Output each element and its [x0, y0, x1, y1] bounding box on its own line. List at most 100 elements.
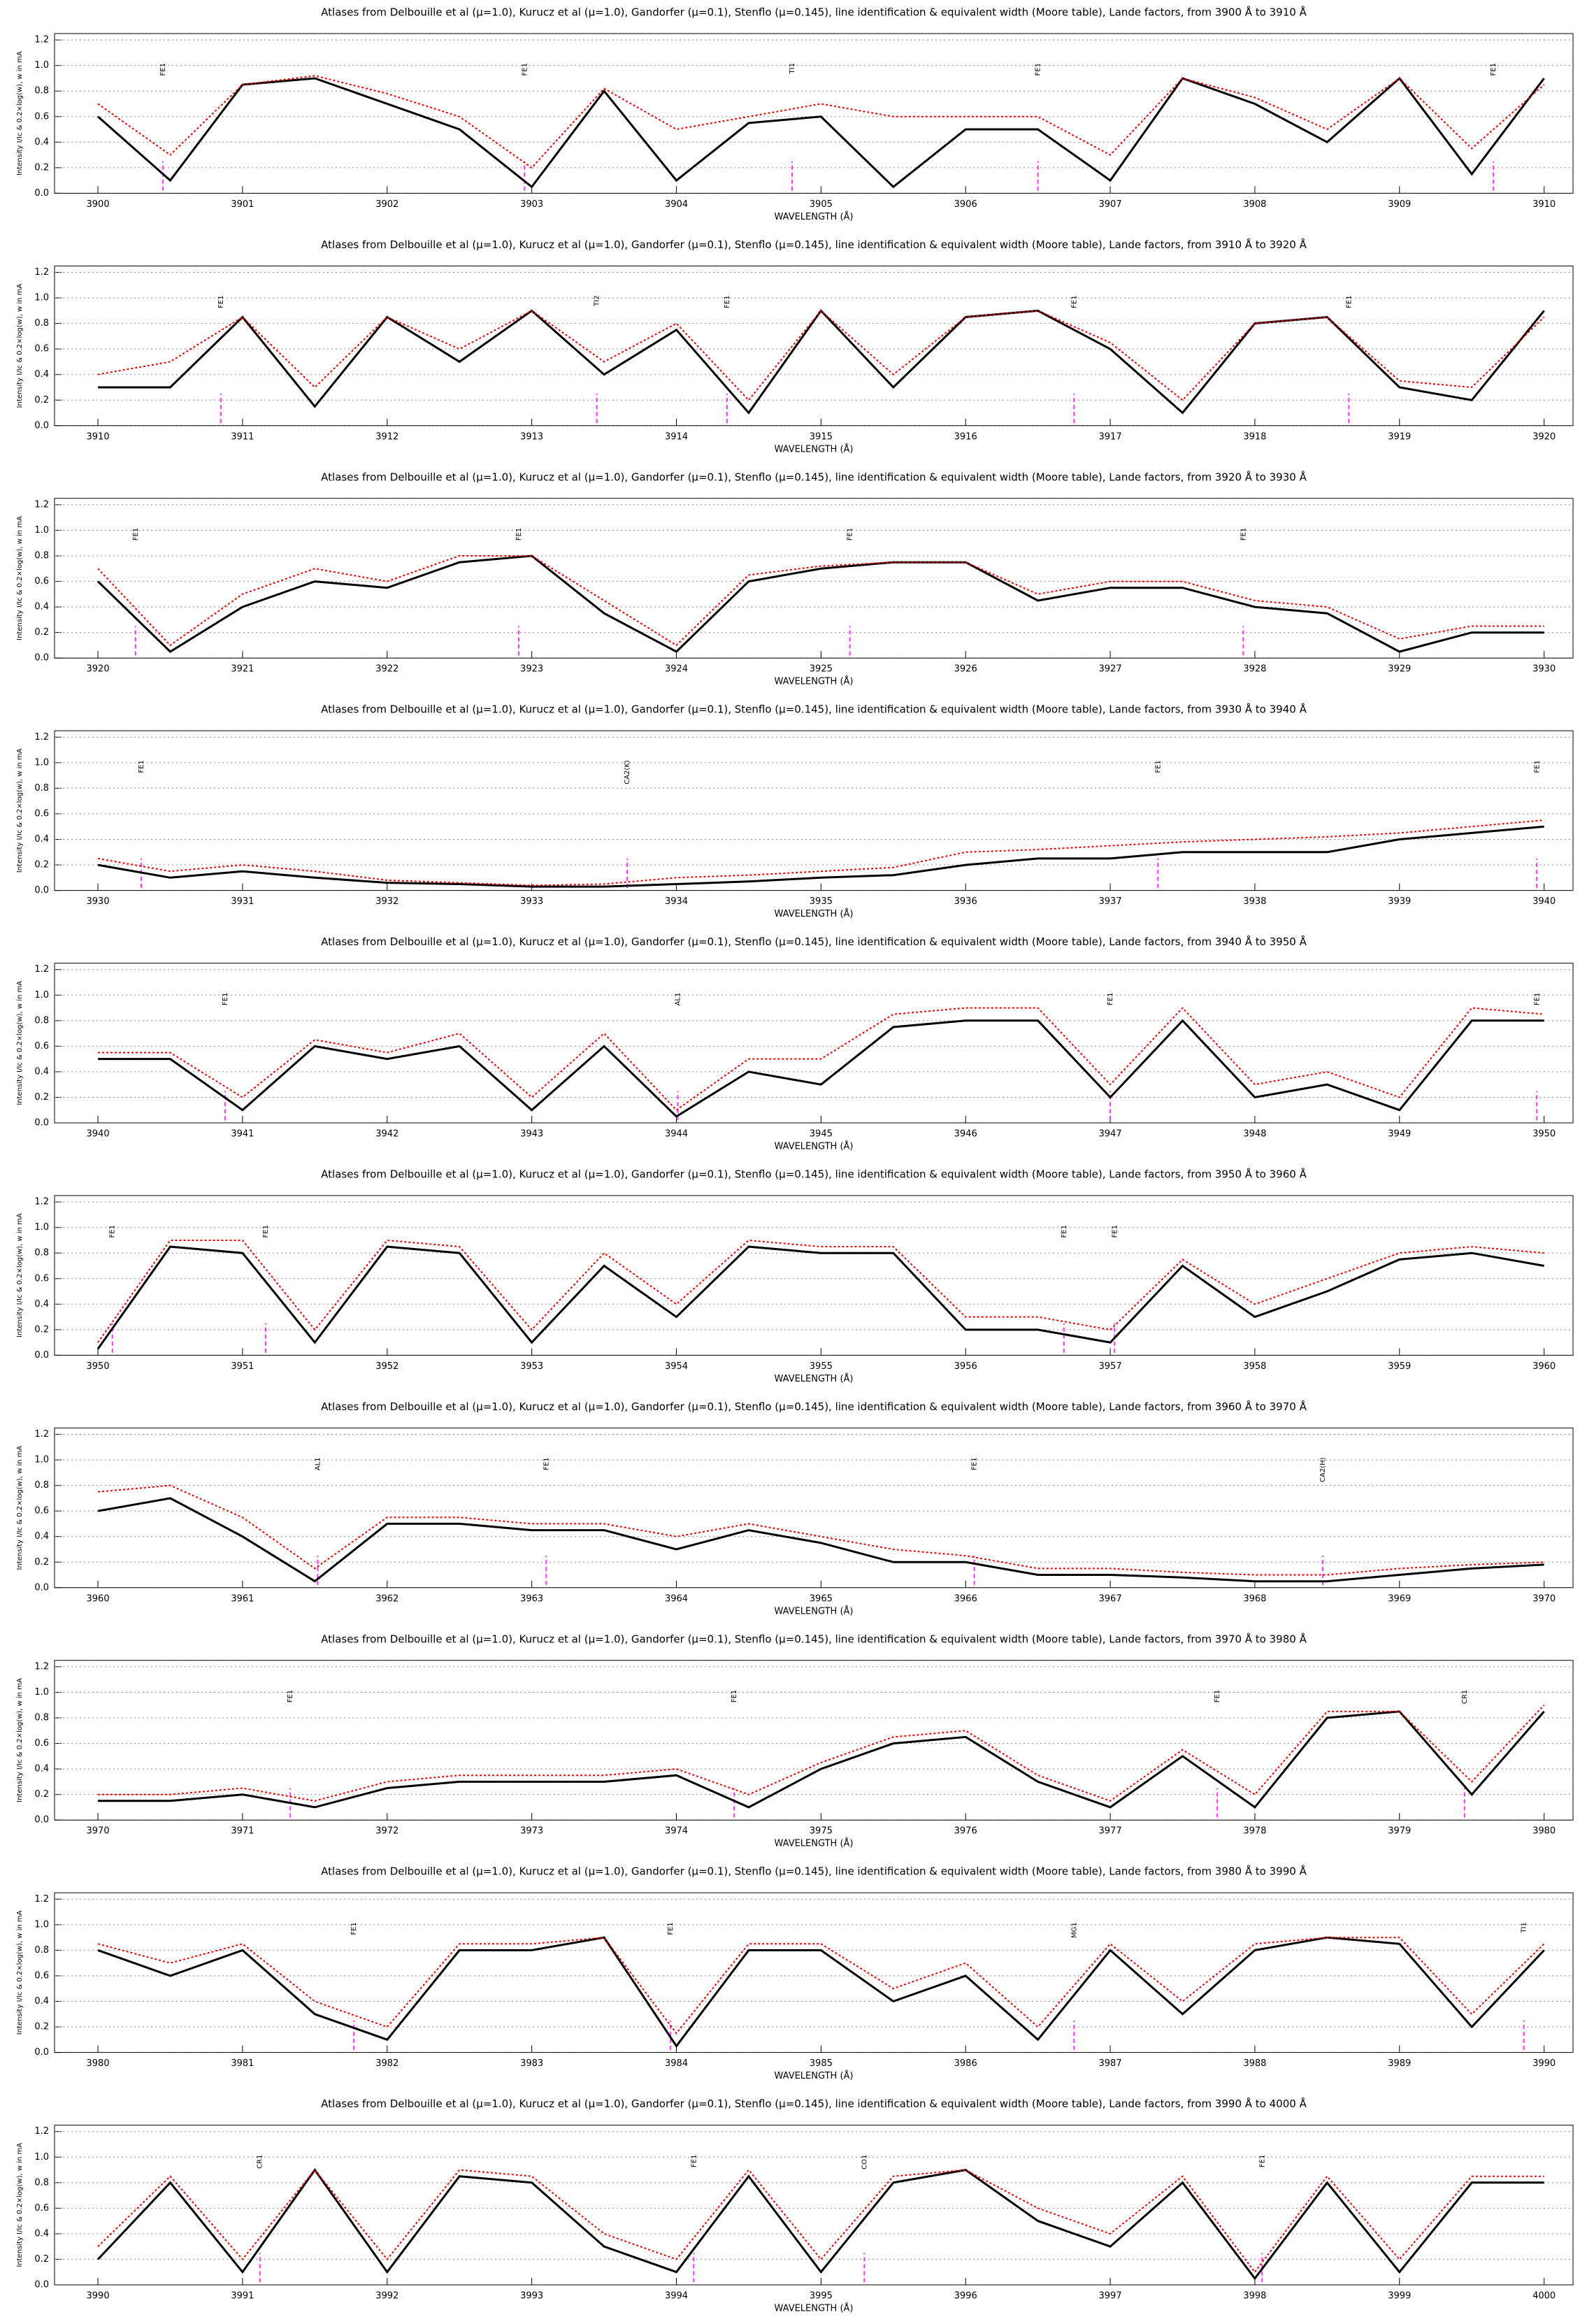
line-id-label: FE1	[350, 1922, 358, 1935]
y-tick-label: 0.0	[34, 1118, 49, 1128]
spectrum-line	[97, 819, 1544, 887]
y-tick-label: 0.6	[34, 2203, 49, 2214]
x-axis-label: WAVELENGTH (Å)	[775, 1141, 854, 1152]
panel: Atlases from Delbouille et al (μ=1.0), K…	[16, 935, 1574, 1152]
x-tick-label: 3960	[87, 1593, 110, 1604]
x-tick-label: 3990	[1532, 2058, 1556, 2069]
x-tick-label: 3994	[665, 2291, 688, 2302]
line-id-label: FE1	[1214, 1690, 1221, 1702]
x-tick-label: 3972	[375, 1826, 398, 1837]
spectrum-line	[97, 309, 1545, 401]
line-id-label: AL1	[314, 1457, 322, 1470]
x-tick-label: 3999	[1388, 2291, 1411, 2302]
x-tick-label: 3981	[231, 2058, 254, 2069]
y-tick-label: 0.4	[34, 1996, 49, 2007]
y-tick-label: 1.0	[34, 2152, 49, 2162]
y-tick-label: 0.2	[34, 395, 49, 406]
line-id-label: FE1	[1533, 760, 1541, 773]
x-tick-label: 3925	[810, 664, 833, 675]
spectrum-line	[97, 1937, 1545, 2035]
x-tick-label: 3906	[954, 199, 977, 210]
panel: Atlases from Delbouille et al (μ=1.0), K…	[16, 6, 1574, 222]
x-tick-label: 3983	[520, 2058, 543, 2069]
x-tick-label: 3914	[665, 431, 688, 442]
x-axis-label: WAVELENGTH (Å)	[775, 676, 854, 687]
x-tick-label: 3989	[1388, 2058, 1411, 2069]
x-tick-label: 3935	[810, 896, 833, 907]
x-tick-label: 3952	[375, 1361, 398, 1372]
y-tick-label: 0.8	[34, 1015, 49, 1026]
x-tick-label: 3907	[1099, 199, 1122, 210]
line-id-label: FE1	[847, 528, 854, 540]
x-tick-label: 3951	[231, 1361, 254, 1372]
line-id-label: FE1	[217, 295, 225, 308]
y-tick-label: 1.2	[34, 35, 49, 45]
y-tick-label: 1.0	[34, 1222, 49, 1233]
spectrum-line	[97, 75, 1545, 169]
line-id-label: FE1	[159, 63, 167, 76]
plot-frame	[54, 1660, 1574, 1821]
y-tick-label: 0.8	[34, 2177, 49, 2188]
panel: Atlases from Delbouille et al (μ=1.0), K…	[16, 703, 1574, 919]
line-id-label: FE1	[1070, 295, 1078, 308]
panel: Atlases from Delbouille et al (μ=1.0), K…	[16, 1865, 1574, 2081]
x-tick-label: 3962	[375, 1593, 398, 1604]
spectrum-line	[97, 1497, 1544, 1583]
chart-title: Atlases from Delbouille et al (μ=1.0), K…	[321, 935, 1307, 948]
x-tick-label: 3987	[1099, 2058, 1122, 2069]
x-tick-label: 3940	[1532, 896, 1556, 907]
y-tick-label: 0.6	[34, 1041, 49, 1052]
line-id-label: TI1	[1521, 1922, 1528, 1933]
x-tick-label: 3960	[1532, 1361, 1556, 1372]
x-tick-label: 3937	[1099, 896, 1122, 907]
y-tick-label: 1.0	[34, 757, 49, 768]
x-tick-label: 3957	[1099, 1361, 1122, 1372]
panel: Atlases from Delbouille et al (μ=1.0), K…	[16, 1400, 1574, 1616]
line-id-label: FE1	[1111, 1225, 1119, 1238]
x-tick-label: 3992	[375, 2291, 398, 2302]
y-tick-label: 0.8	[34, 86, 49, 96]
x-tick-label: 3917	[1099, 431, 1122, 442]
x-tick-label: 3949	[1388, 1129, 1411, 1140]
y-tick-label: 0.2	[34, 2022, 49, 2032]
line-id-label: FE1	[971, 1457, 979, 1470]
x-axis-label: WAVELENGTH (Å)	[775, 1838, 854, 1849]
x-tick-label: 3970	[1532, 1593, 1556, 1604]
x-axis-label: WAVELENGTH (Å)	[775, 211, 854, 222]
panel: Atlases from Delbouille et al (μ=1.0), K…	[16, 1632, 1574, 1849]
line-id-label: FE1	[138, 760, 145, 773]
x-axis-label: WAVELENGTH (Å)	[775, 2303, 854, 2314]
x-tick-label: 4000	[1532, 2291, 1556, 2302]
y-tick-label: 0.8	[34, 783, 49, 794]
y-axis-label: Intensity I/Ic & 0.2×log(w), w in mA	[16, 516, 24, 640]
plot-frame	[54, 1427, 1574, 1588]
x-tick-label: 3947	[1099, 1129, 1122, 1140]
x-tick-label: 3980	[87, 2058, 110, 2069]
y-axis-label: Intensity I/Ic & 0.2×log(w), w in mA	[16, 51, 24, 175]
spectrum-line	[98, 1484, 1544, 1576]
x-tick-label: 3946	[954, 1129, 977, 1140]
x-tick-label: 3943	[520, 1129, 543, 1140]
y-tick-label: 1.0	[34, 1687, 49, 1698]
line-id-label: CR1	[1461, 1690, 1469, 1704]
x-tick-label: 3933	[520, 896, 543, 907]
x-tick-label: 3966	[954, 1593, 977, 1604]
x-tick-label: 3990	[87, 2291, 110, 2302]
x-tick-label: 3903	[520, 199, 543, 210]
x-tick-label: 3926	[954, 664, 977, 675]
y-tick-label: 0.8	[34, 1945, 49, 1956]
y-tick-label: 1.0	[34, 525, 49, 536]
x-tick-label: 3950	[1532, 1129, 1556, 1140]
chart-title: Atlases from Delbouille et al (μ=1.0), K…	[321, 2097, 1307, 2110]
x-tick-label: 3909	[1388, 199, 1411, 210]
spectrum-line	[96, 1245, 1544, 1350]
x-tick-label: 3969	[1388, 1593, 1411, 1604]
line-id-label: FE1	[690, 2155, 698, 2167]
chart-title: Atlases from Delbouille et al (μ=1.0), K…	[321, 6, 1307, 19]
x-tick-label: 3948	[1243, 1129, 1266, 1140]
x-axis-label: WAVELENGTH (Å)	[775, 1373, 854, 1384]
chart-title: Atlases from Delbouille et al (μ=1.0), K…	[321, 1400, 1307, 1413]
x-axis-label: WAVELENGTH (Å)	[775, 1605, 854, 1616]
x-tick-label: 3971	[231, 1826, 254, 1837]
